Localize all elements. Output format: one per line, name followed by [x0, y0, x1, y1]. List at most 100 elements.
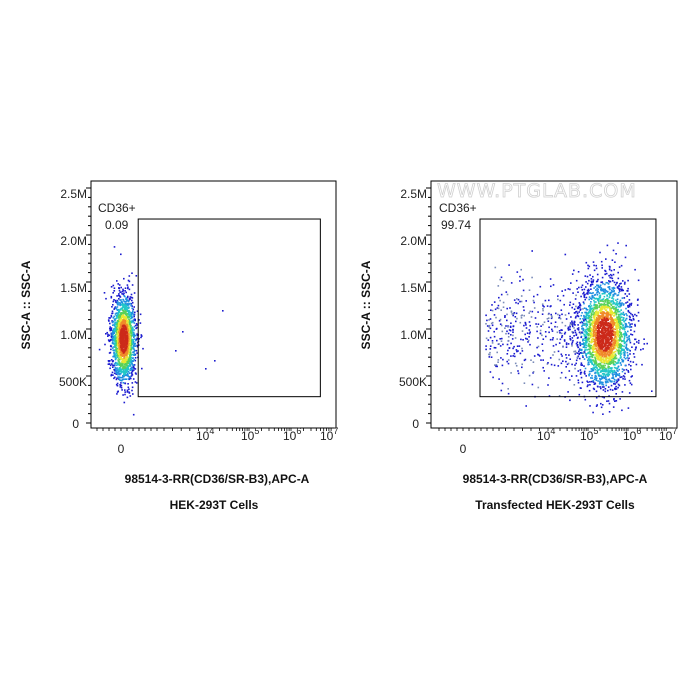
cell-event [591, 356, 594, 359]
cell-event [616, 323, 618, 326]
cell-event [125, 306, 128, 308]
cell-event [616, 316, 618, 318]
cell-event [548, 377, 550, 379]
cell-event [130, 317, 133, 319]
cell-event [558, 395, 561, 397]
cell-event [618, 301, 621, 303]
cell-event [600, 387, 602, 390]
cell-event [131, 316, 133, 318]
cell-event [569, 339, 572, 341]
cell-event [131, 312, 133, 314]
cell-event [579, 308, 582, 311]
cell-event [581, 325, 583, 328]
cell-event [121, 307, 123, 310]
cell-event [551, 330, 554, 332]
cell-event [499, 323, 502, 325]
stray-event [182, 331, 184, 333]
cell-event [581, 381, 584, 384]
cell-event [498, 378, 500, 380]
cell-event [605, 324, 607, 327]
cell-event [131, 370, 134, 373]
cell-event [118, 325, 121, 327]
cell-event [597, 325, 600, 327]
cell-event [592, 411, 594, 414]
cell-event [587, 329, 589, 331]
cell-event [598, 334, 601, 336]
cell-event [558, 314, 561, 317]
cell-event [601, 338, 603, 340]
cell-event [109, 364, 112, 367]
cell-event [570, 323, 572, 325]
cell-event [129, 335, 131, 337]
cell-event [113, 290, 116, 292]
cell-event [588, 289, 590, 292]
cell-event [598, 324, 600, 326]
cell-event [565, 346, 568, 348]
cell-event [606, 297, 608, 300]
cell-event [533, 355, 536, 357]
cd36-positive-gate[interactable] [479, 218, 657, 398]
cell-event [610, 300, 612, 302]
cell-event [583, 319, 585, 322]
cell-event [561, 335, 564, 337]
cell-event [606, 360, 608, 362]
cell-event [593, 366, 595, 369]
cell-event [109, 322, 111, 325]
cell-event [613, 322, 616, 325]
cell-event [611, 322, 613, 325]
cell-event [128, 352, 130, 355]
cell-event [130, 375, 133, 377]
cell-event [610, 274, 613, 277]
cell-event [112, 374, 114, 376]
cd36-positive-gate[interactable] [137, 218, 321, 398]
cell-event [116, 330, 119, 332]
cell-event [548, 331, 550, 334]
cell-event [628, 339, 631, 342]
cell-event [507, 392, 510, 395]
cell-event [112, 335, 114, 338]
cell-event [125, 314, 128, 317]
cell-event [618, 368, 620, 371]
cell-event [120, 384, 123, 387]
cell-event [598, 350, 601, 353]
cell-event [124, 378, 126, 380]
cell-event [130, 347, 133, 349]
cell-event [576, 356, 579, 358]
cell-event [613, 328, 615, 330]
cell-event [131, 341, 133, 343]
cell-event [619, 357, 622, 359]
cell-event [585, 354, 587, 357]
cell-event [613, 311, 616, 314]
cell-event [606, 327, 608, 330]
cell-event [579, 304, 581, 307]
cell-event [517, 302, 519, 305]
cell-event [581, 321, 584, 324]
cell-event [632, 315, 634, 318]
cell-event [569, 358, 571, 360]
cell-event [623, 345, 625, 348]
cell-event [110, 314, 113, 317]
cell-event [615, 322, 618, 324]
cell-event [561, 329, 563, 331]
cell-event [493, 335, 496, 338]
cell-event [569, 288, 571, 291]
cell-event [591, 313, 593, 315]
cell-event [599, 354, 601, 356]
cell-event [586, 341, 588, 343]
cell-event [553, 364, 556, 367]
cell-event [118, 355, 121, 357]
cell-event [612, 273, 615, 276]
cell-event [605, 272, 608, 275]
cell-event [507, 332, 510, 335]
cell-event [612, 357, 614, 360]
cell-event [499, 345, 502, 347]
cell-event [507, 359, 510, 361]
cell-event [581, 352, 584, 355]
cell-event [594, 293, 597, 296]
cell-event [579, 373, 582, 375]
cell-event [582, 301, 585, 303]
cell-event [114, 366, 117, 369]
cell-event [602, 369, 604, 371]
cell-event [627, 287, 629, 290]
cell-event [588, 357, 590, 360]
